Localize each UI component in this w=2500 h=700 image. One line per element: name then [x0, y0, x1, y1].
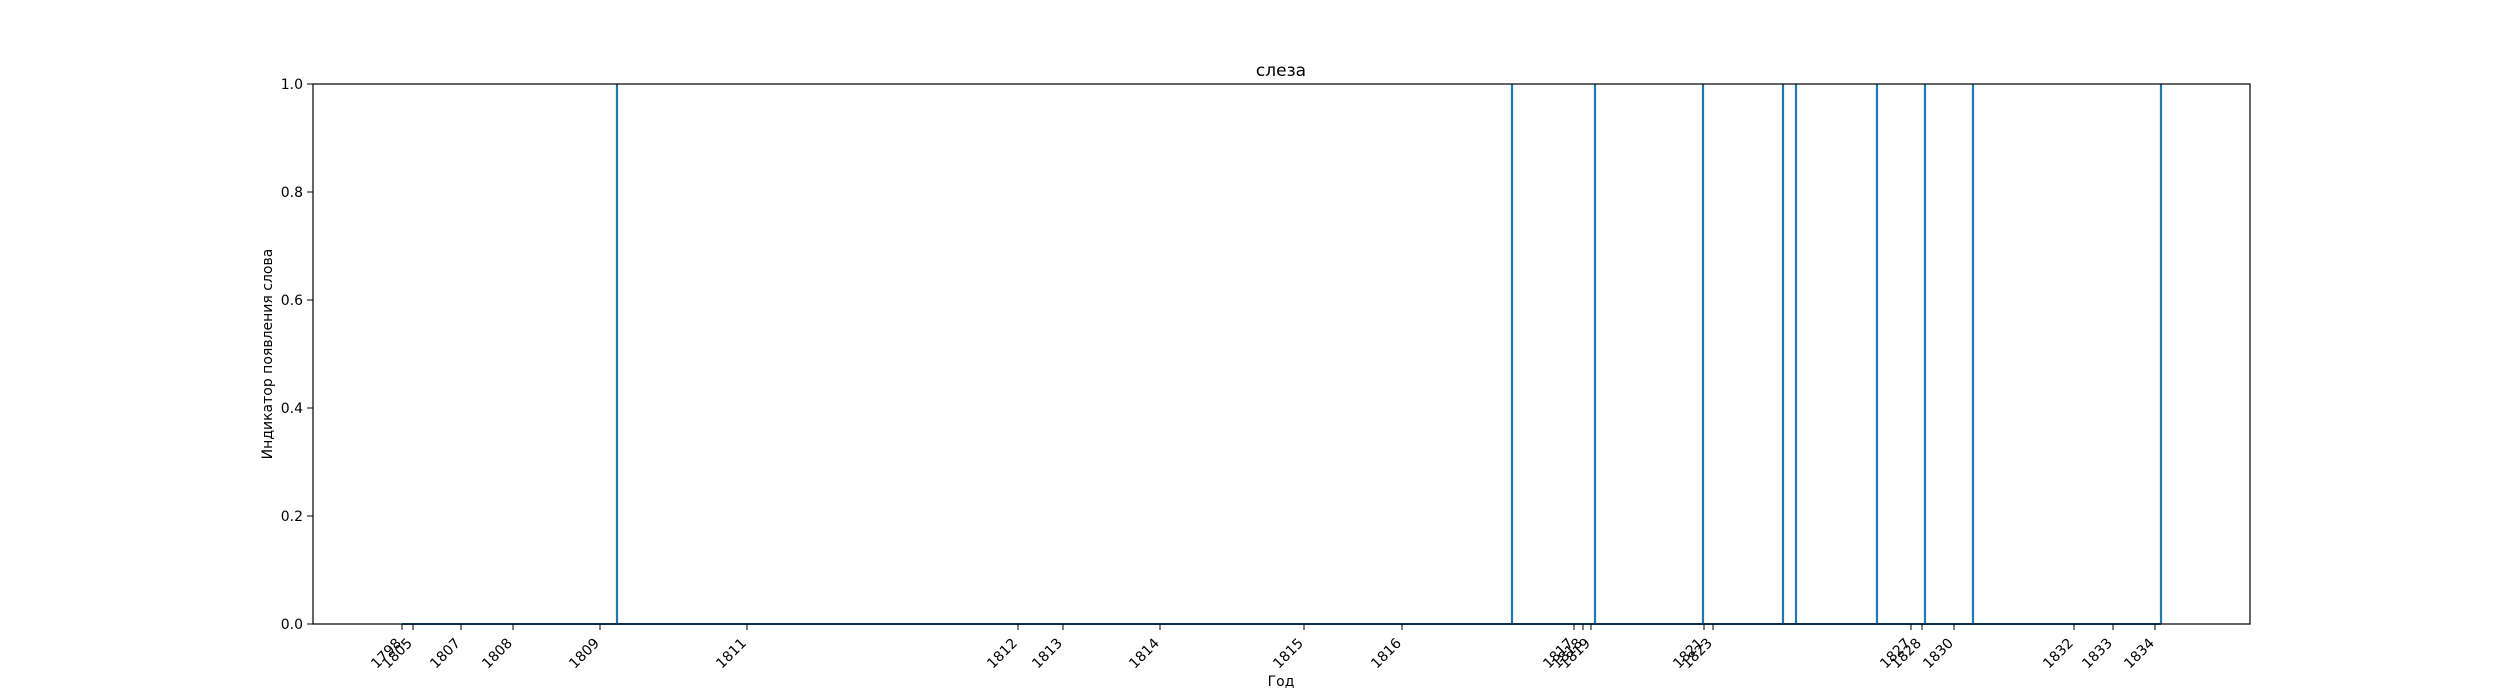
y-tick-label: 1.0 [281, 77, 303, 93]
y-axis-label: Индикатор появления слова [260, 249, 276, 460]
chart-title: слеза [1256, 61, 1306, 81]
y-tick-label: 0.0 [281, 617, 303, 633]
y-tick-label: 0.4 [281, 401, 303, 417]
y-tick-label: 0.2 [281, 509, 303, 525]
x-axis-label: Год [1268, 674, 1295, 690]
y-tick-label: 0.6 [281, 293, 303, 309]
y-tick-label: 0.8 [281, 185, 303, 201]
plot-frame [312, 83, 2251, 625]
y-axis: 0.0 0.2 0.4 0.6 0.8 1.0 [281, 77, 313, 633]
